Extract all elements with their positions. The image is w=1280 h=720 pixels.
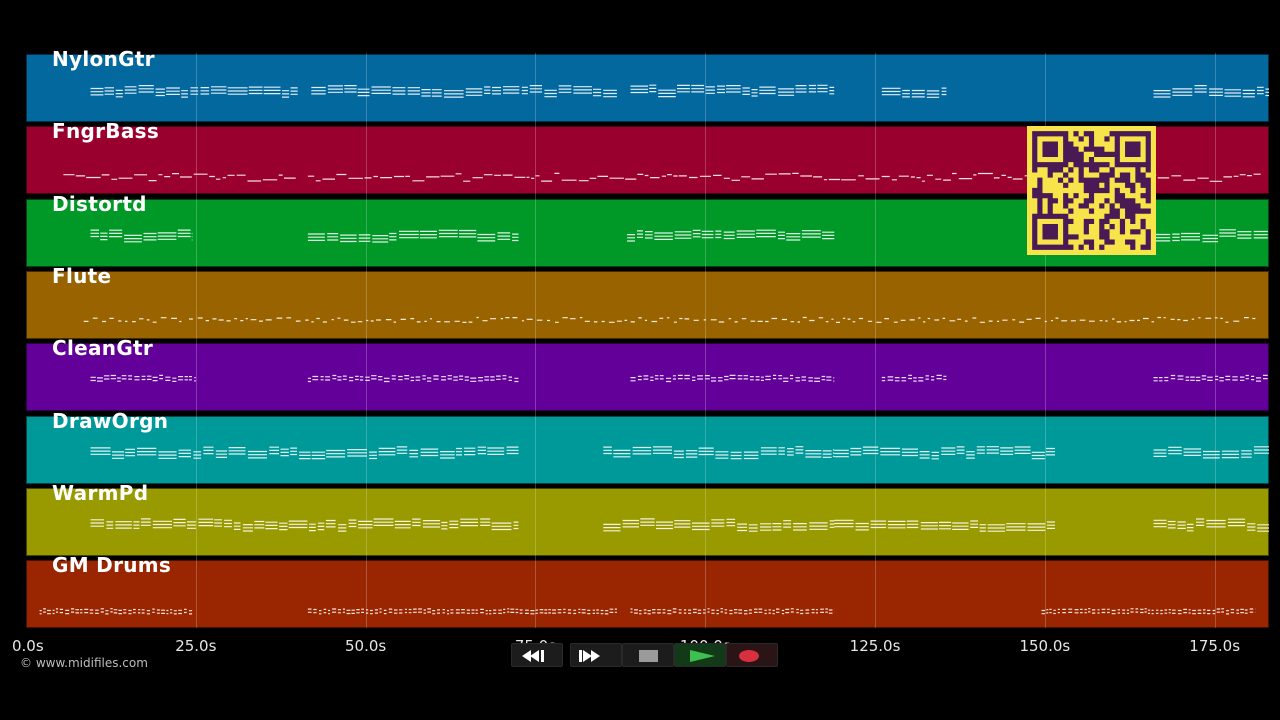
track-name: DrawOrgn xyxy=(52,408,169,433)
record-icon xyxy=(739,650,759,662)
track-lane[interactable]: GM Drums xyxy=(26,553,1269,629)
fast-forward-icon xyxy=(579,650,600,662)
gridline xyxy=(1214,53,1216,628)
track-name: CleanGtr xyxy=(52,336,154,361)
rewind-icon xyxy=(522,650,544,662)
time-tick-label: 0.0s xyxy=(12,637,44,655)
time-tick-label: 125.0s xyxy=(849,637,901,655)
stop-icon xyxy=(639,650,658,662)
time-tick-label: 150.0s xyxy=(1019,637,1071,655)
track-name: FngrBass xyxy=(52,119,160,144)
time-tick-label: 25.0s xyxy=(175,637,217,655)
play-icon xyxy=(690,650,715,662)
gridline xyxy=(535,53,537,628)
gridline xyxy=(875,53,877,628)
track-name: GM Drums xyxy=(52,553,172,578)
track-name: NylonGtr xyxy=(52,47,155,71)
gridline xyxy=(1044,53,1046,628)
play-button[interactable] xyxy=(674,643,726,667)
rewind-button[interactable] xyxy=(511,643,563,667)
time-tick-label: 175.0s xyxy=(1189,637,1241,655)
record-button[interactable] xyxy=(726,643,778,667)
stop-button[interactable] xyxy=(622,643,674,667)
qr-modules xyxy=(1032,131,1151,250)
qr-code[interactable] xyxy=(1027,126,1156,255)
time-tick-label: 50.0s xyxy=(345,637,387,655)
track-name: Distortd xyxy=(52,191,147,216)
gridline xyxy=(365,53,367,628)
gridline xyxy=(705,53,707,628)
copyright-text: © www.midifiles.com xyxy=(20,656,148,670)
track-lane[interactable]: Flute xyxy=(26,264,1269,339)
gridline xyxy=(195,53,197,628)
track-lane[interactable]: CleanGtr xyxy=(26,336,1269,412)
track-name: WarmPd xyxy=(52,480,149,505)
fast-forward-button[interactable] xyxy=(570,643,622,667)
track-lane[interactable]: DrawOrgn xyxy=(26,409,1269,484)
track-name: Flute xyxy=(52,263,112,288)
